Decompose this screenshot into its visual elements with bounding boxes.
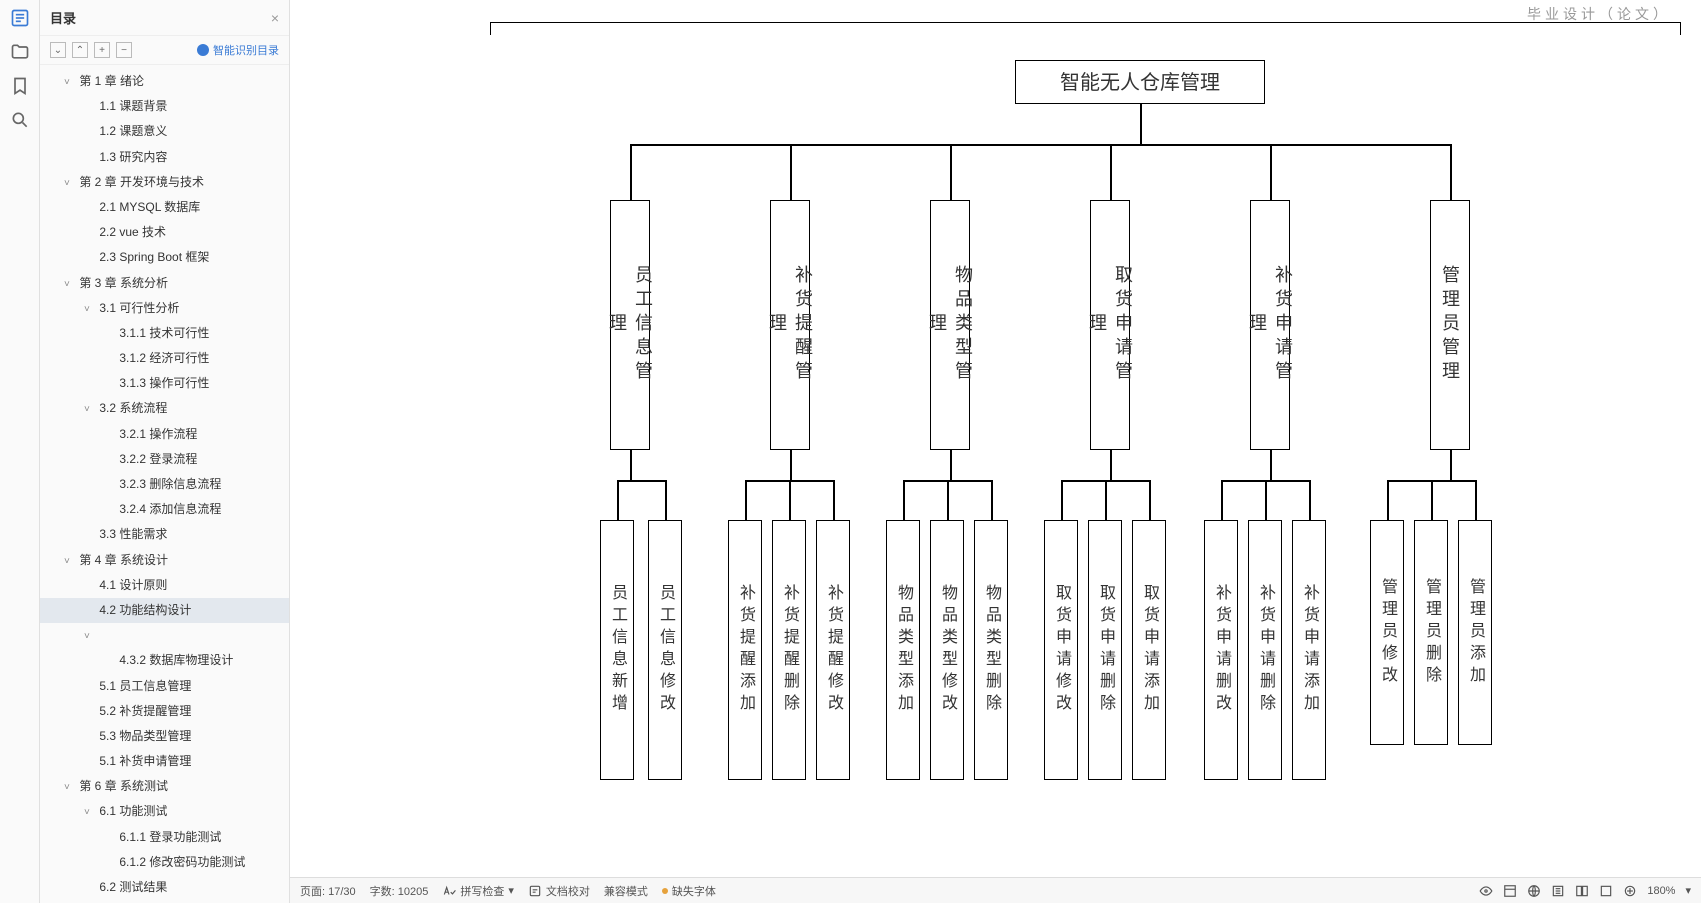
toc-item[interactable]: 5.1 员工信息管理 — [40, 674, 289, 699]
status-bar: 页面: 17/30 字数: 10205 拼写检查 ▾ 文档校对 兼容模式 缺失字… — [290, 877, 1701, 903]
document-area: 毕业设计（论文） 智能无人仓库管理 员工信息管理补货提醒管理物品类型管理取货申请… — [290, 0, 1701, 903]
zoom-level[interactable]: 180% — [1647, 885, 1675, 897]
smart-toc-label: 智能识别目录 — [213, 42, 279, 58]
diagram-leaf-node: 补货申请删除 — [1248, 520, 1282, 780]
diagram-leaf-node: 员工信息修改 — [648, 520, 682, 780]
toc-item[interactable]: ˅ 3.1 可行性分析 — [40, 296, 289, 321]
toc-item[interactable]: 6.1.2 修改密码功能测试 — [40, 850, 289, 875]
toc-item[interactable]: 4.3.2 数据库物理设计 — [40, 648, 289, 673]
diagram-mid-node: 补货提醒管理 — [770, 200, 810, 450]
smart-toc-link[interactable]: 智能识别目录 — [197, 42, 279, 58]
toc-item[interactable]: 5.1 补货申请管理 — [40, 749, 289, 774]
close-icon[interactable]: × — [271, 10, 279, 26]
diagram-leaf-node: 补货提醒修改 — [816, 520, 850, 780]
outline-title: 目录 — [50, 8, 271, 27]
view2-icon[interactable] — [1575, 884, 1589, 898]
proofread-icon — [528, 884, 542, 898]
app-root: 目录 × ⌄ ⌃ + − 智能识别目录 ˅ 第 1 章 绪论 1.1 课题背景 … — [0, 0, 1701, 903]
diagram-leaf-node: 取货申请删除 — [1088, 520, 1122, 780]
toc-item[interactable]: 3.2.1 操作流程 — [40, 422, 289, 447]
diagram-root-node: 智能无人仓库管理 — [1015, 60, 1265, 104]
layout-icon[interactable] — [1503, 884, 1517, 898]
outline-icon[interactable] — [10, 8, 30, 28]
word-count[interactable]: 字数: 10205 — [370, 883, 429, 899]
fit-icon[interactable] — [1623, 884, 1637, 898]
folder-icon[interactable] — [10, 42, 30, 62]
toc-item[interactable]: 2.3 Spring Boot 框架 — [40, 245, 289, 270]
diagram-mid-node: 员工信息管理 — [610, 200, 650, 450]
outline-panel: 目录 × ⌄ ⌃ + − 智能识别目录 ˅ 第 1 章 绪论 1.1 课题背景 … — [40, 0, 290, 903]
outline-header: 目录 × — [40, 0, 289, 36]
toc-item[interactable]: 6.2 测试结果 — [40, 875, 289, 900]
diagram-leaf-node: 取货申请添加 — [1132, 520, 1166, 780]
toc-item[interactable]: 4.2 功能结构设计 — [40, 598, 289, 623]
page-indicator[interactable]: 页面: 17/30 — [300, 883, 356, 899]
toc-item[interactable]: ˅ 第 1 章 绪论 — [40, 69, 289, 94]
statusbar-right: 180% ▾ — [1479, 884, 1691, 898]
expand-all-button[interactable]: ⌃ — [72, 42, 88, 58]
diagram-leaf-node: 管理员添加 — [1458, 520, 1492, 745]
diagram-leaf-node: 物品类型添加 — [886, 520, 920, 780]
toc-item[interactable]: 1.1 课题背景 — [40, 94, 289, 119]
diagram-leaf-node: 补货申请删改 — [1204, 520, 1238, 780]
page-header-text: 毕业设计（论文） — [1527, 4, 1671, 24]
eye-icon[interactable] — [1479, 884, 1493, 898]
toc-item[interactable]: 3.1.2 经济可行性 — [40, 346, 289, 371]
bookmark-icon[interactable] — [10, 76, 30, 96]
toc-item[interactable]: 5.3 物品类型管理 — [40, 724, 289, 749]
warning-icon — [662, 888, 668, 894]
toc-item[interactable]: 6.1.1 登录功能测试 — [40, 825, 289, 850]
proofread-button[interactable]: 文档校对 — [528, 883, 590, 899]
spellcheck-icon — [442, 884, 456, 898]
diagram-leaf-node: 补货提醒删除 — [772, 520, 806, 780]
toc-item[interactable]: 4.1 设计原则 — [40, 573, 289, 598]
diagram-leaf-node: 取货申请修改 — [1044, 520, 1078, 780]
toc-item[interactable]: 3.1.3 操作可行性 — [40, 371, 289, 396]
search-icon[interactable] — [10, 110, 30, 130]
toc-item[interactable]: ˅ — [40, 623, 289, 648]
level-up-button[interactable]: + — [94, 42, 110, 58]
diagram-leaf-node: 补货提醒添加 — [728, 520, 762, 780]
diagram-mid-node: 补货申请管理 — [1250, 200, 1290, 450]
toc-item[interactable]: 2.1 MYSQL 数据库 — [40, 195, 289, 220]
toc-item[interactable]: ˅ 第 2 章 开发环境与技术 — [40, 170, 289, 195]
diagram-leaf-node: 员工信息新增 — [600, 520, 634, 780]
diagram-mid-node: 取货申请管理 — [1090, 200, 1130, 450]
toc-item[interactable]: 1.3 研究内容 — [40, 145, 289, 170]
diagram-leaf-node: 物品类型修改 — [930, 520, 964, 780]
toc-item[interactable]: ˅ 3.2 系统流程 — [40, 396, 289, 421]
dot-icon — [197, 44, 209, 56]
toc-item[interactable]: ˅ 第 3 章 系统分析 — [40, 271, 289, 296]
toc-item[interactable]: 2.2 vue 技术 — [40, 220, 289, 245]
toc-item[interactable]: ˅ 6.1 功能测试 — [40, 799, 289, 824]
toc-item[interactable]: 3.2.2 登录流程 — [40, 447, 289, 472]
structure-diagram: 智能无人仓库管理 员工信息管理补货提醒管理物品类型管理取货申请管理补货申请管理管… — [600, 60, 1680, 780]
diagram-leaf-node: 补货申请添加 — [1292, 520, 1326, 780]
compat-mode[interactable]: 兼容模式 — [604, 883, 648, 899]
toc-item[interactable]: ˅ 第 4 章 系统设计 — [40, 548, 289, 573]
toc-item[interactable]: 3.2.3 删除信息流程 — [40, 472, 289, 497]
view1-icon[interactable] — [1551, 884, 1565, 898]
zoom-dropdown[interactable]: ▾ — [1685, 884, 1691, 897]
spellcheck-button[interactable]: 拼写检查 ▾ — [442, 883, 514, 899]
diagram-mid-node: 物品类型管理 — [930, 200, 970, 450]
collapse-all-button[interactable]: ⌄ — [50, 42, 66, 58]
toc-item[interactable]: 3.2.4 添加信息流程 — [40, 497, 289, 522]
level-down-button[interactable]: − — [116, 42, 132, 58]
toc-item[interactable]: 3.3 性能需求 — [40, 522, 289, 547]
toc-list[interactable]: ˅ 第 1 章 绪论 1.1 课题背景 1.2 课题意义 1.3 研究内容˅ 第… — [40, 65, 289, 903]
icon-rail — [0, 0, 40, 903]
globe-icon[interactable] — [1527, 884, 1541, 898]
diagram-leaf-node: 管理员修改 — [1370, 520, 1404, 745]
toc-item[interactable]: 3.1.1 技术可行性 — [40, 321, 289, 346]
toc-item[interactable]: ˅ 第 6 章 系统测试 — [40, 774, 289, 799]
diagram-leaf-node: 管理员删除 — [1414, 520, 1448, 745]
toc-item[interactable]: 1.2 课题意义 — [40, 119, 289, 144]
toc-item[interactable]: 5.2 补货提醒管理 — [40, 699, 289, 724]
view3-icon[interactable] — [1599, 884, 1613, 898]
diagram-leaf-node: 物品类型删除 — [974, 520, 1008, 780]
missing-font-button[interactable]: 缺失字体 — [662, 883, 716, 899]
outline-toolbar: ⌄ ⌃ + − 智能识别目录 — [40, 36, 289, 65]
diagram-mid-node: 管理员管理 — [1430, 200, 1470, 450]
